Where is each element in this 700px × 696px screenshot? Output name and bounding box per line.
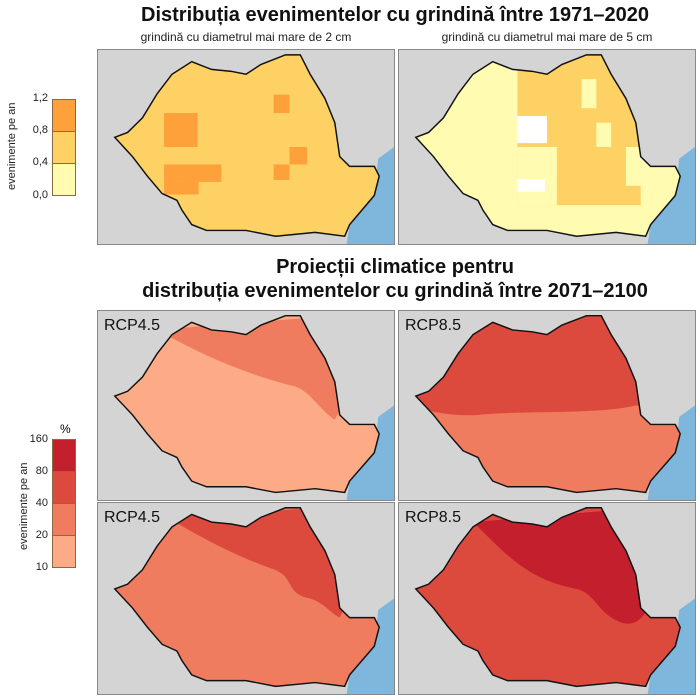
subtitle-right: grindină cu diametrul mai mare de 5 cm [441, 30, 653, 44]
legend-tick: 1,2 [32, 92, 48, 104]
map-projection-rcp45-a: RCP4.5 [97, 310, 395, 501]
sea [647, 147, 695, 244]
legend-tick: 80 [35, 465, 48, 477]
legend-axis-label: evenimente pe an [6, 102, 18, 190]
legend-swatch-high [52, 99, 76, 132]
legend-tick: 160 [29, 433, 48, 445]
legend-hail-events: evenimente pe an 1,2 0,8 0,4 0,0 [0, 92, 90, 205]
legend-swatch-mid [52, 131, 76, 164]
scenario-label: RCP4.5 [104, 317, 161, 334]
legend-swatch [52, 503, 76, 536]
legend-tick: 40 [35, 497, 48, 509]
legend-unit: % [60, 422, 71, 436]
legend-tick: 0,0 [32, 189, 48, 201]
legend-swatch [52, 439, 76, 472]
legend-swatch [52, 535, 76, 568]
subtitle-left: grindină cu diametrul mai mare de 2 cm [140, 30, 352, 44]
title-bottom-line2: distribuția evenimentelor cu grindină în… [142, 280, 648, 302]
title-top: Distribuția evenimentelor cu grindină în… [141, 4, 649, 26]
sea [346, 147, 394, 244]
legend-tick: 0,4 [32, 156, 48, 168]
scenario-label: RCP8.5 [405, 509, 462, 526]
map-projection-rcp85-b: RCP8.5 [398, 502, 696, 695]
legend-tick: 0,8 [32, 124, 48, 136]
map-hail-5cm [398, 49, 696, 245]
scenario-label: RCP8.5 [405, 317, 462, 334]
legend-swatch-low [52, 163, 76, 196]
map-hail-2cm [97, 49, 395, 245]
legend-swatch [52, 471, 76, 504]
title-bottom-line1: Proiecții climatice pentru [276, 256, 514, 278]
legend-projection-change: % evenimente pe an 160 80 40 20 10 [0, 420, 90, 580]
map-projection-rcp45-b: RCP4.5 [97, 502, 395, 695]
map-projection-rcp85-a: RCP8.5 [398, 310, 696, 501]
scenario-label: RCP4.5 [104, 509, 161, 526]
legend-tick: 20 [35, 529, 48, 541]
legend-tick: 10 [35, 561, 48, 573]
